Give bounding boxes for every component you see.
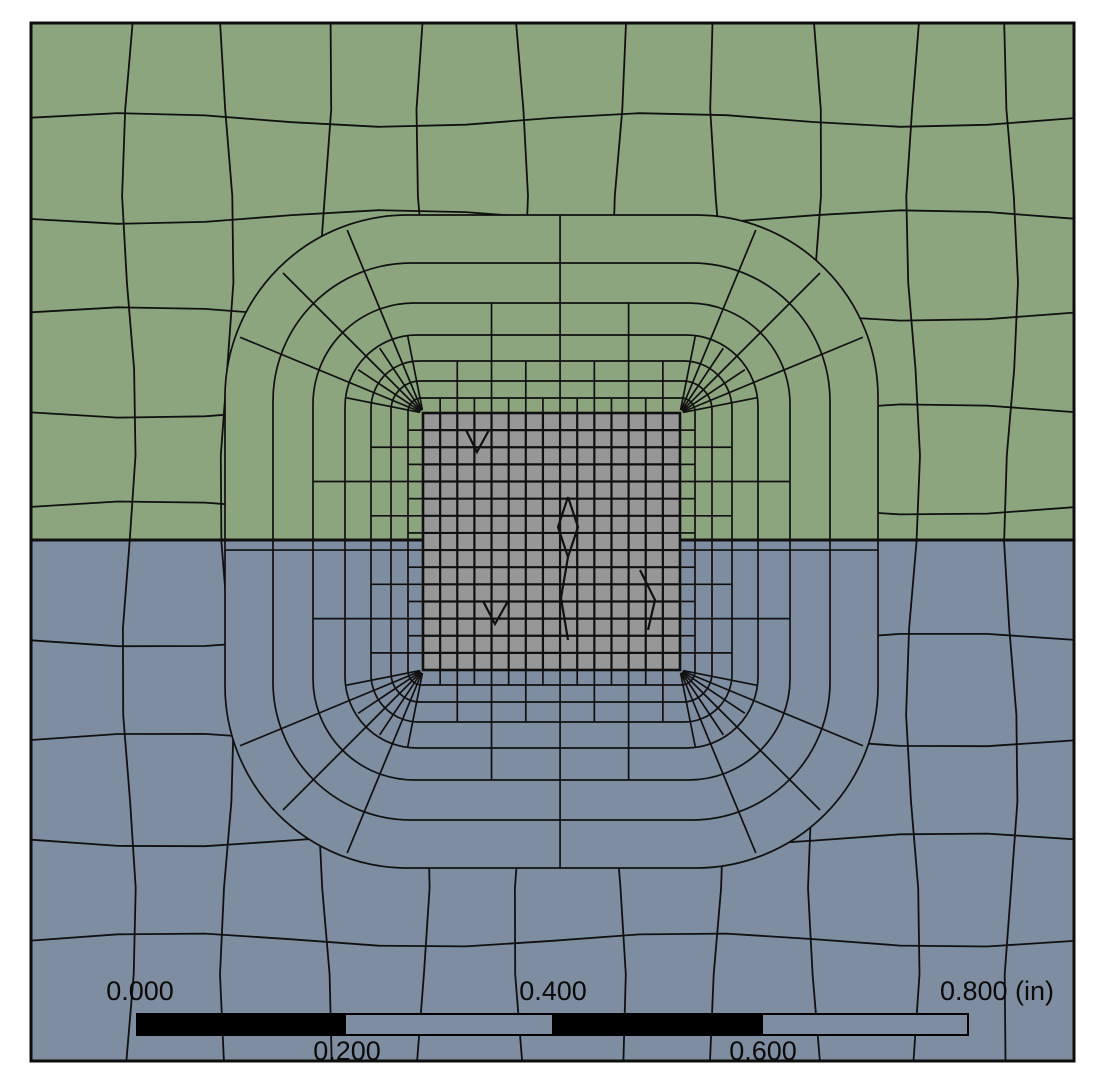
scale-bar-segment — [344, 1013, 554, 1036]
scale-bar-segment — [552, 1013, 763, 1036]
scale-bar-segment — [761, 1013, 969, 1036]
scale-bar-segment — [136, 1013, 346, 1036]
inclusion-square — [421, 411, 682, 672]
scale-bar: 0.000 0.400 0.800 (in)0.200 0.600 — [106, 976, 1054, 1066]
fine-mesh-lines — [423, 413, 680, 670]
scale-label-top: 0.400 — [519, 976, 587, 1006]
scale-label-top: 0.800 (in) — [940, 976, 1054, 1006]
scale-label-top: 0.000 — [106, 976, 174, 1006]
refinement-web-lines — [224, 214, 879, 869]
viewport-border — [29, 21, 1076, 1063]
